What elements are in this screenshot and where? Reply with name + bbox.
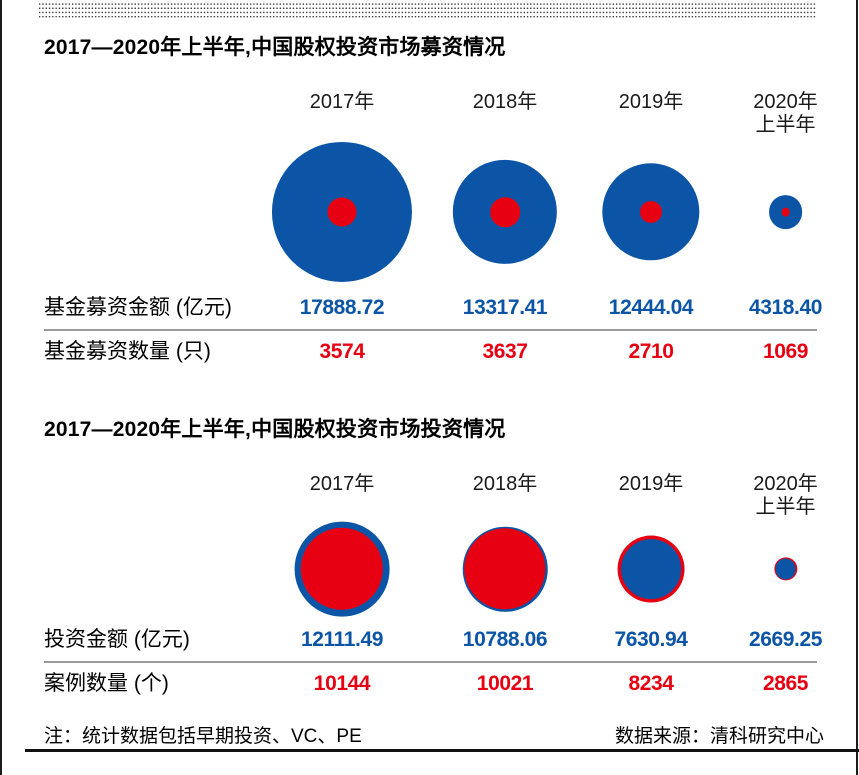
value-invest-amount-2018: 10788.06 [462, 628, 548, 651]
bubble-2018 [420, 519, 590, 619]
value-invest-amount-2019: 7630.94 [614, 628, 688, 651]
value-invest-amount-2020h1: 2669.25 [748, 628, 823, 651]
bubble-circle [640, 201, 662, 223]
value-fund-amount-2018: 13317.41 [462, 296, 548, 319]
spacer [44, 137, 264, 287]
spacer [44, 519, 264, 619]
bubble-circle [300, 527, 384, 611]
bubble-2019 [590, 137, 712, 287]
investment-chart: 2017年 2018年 2019年 2020年 上半年 投资金额 (亿元) 12… [44, 473, 859, 705]
value-fund-count-2018: 3637 [482, 340, 528, 363]
bubble-circle [327, 197, 357, 227]
row-label-fund-count: 基金募资数量 (只) [44, 340, 211, 363]
row-divider-line [44, 329, 817, 331]
dotted-divider-band [38, 2, 816, 19]
fundraising-chart: 2017年 2018年 2019年 2020年 上半年 基金募资金额 (亿元) … [44, 91, 859, 373]
bubble-2018 [420, 137, 590, 287]
bubble-2017 [264, 137, 420, 287]
value-case-count-2017: 10144 [313, 672, 371, 695]
bubble-circle [775, 558, 796, 580]
year-label-2020h1: 2020年 上半年 [753, 473, 818, 518]
row-label-fund-amount: 基金募资金额 (亿元) [44, 296, 232, 319]
row-label-invest-amount: 投资金额 (亿元) [44, 628, 190, 651]
right-border-line [856, 0, 858, 775]
bubble-2020h1 [712, 137, 859, 287]
left-border-line [0, 0, 2, 775]
footer: 注：统计数据包括早期投资、VC、PE 数据来源：清科研究中心 [44, 727, 824, 747]
year-label-2017: 2017年 [309, 91, 375, 113]
row-divider-line [44, 661, 817, 663]
value-invest-amount-2017: 12111.49 [300, 628, 384, 651]
spacer [44, 91, 264, 137]
year-label-2020h1: 2020年 上半年 [753, 91, 818, 136]
section-title-investment: 2017—2020年上半年,中国股权投资市场投资情况 [44, 418, 506, 441]
year-label-2018: 2018年 [472, 473, 538, 495]
value-case-count-2018: 10021 [476, 672, 534, 695]
footer-source: 数据来源：清科研究中心 [614, 726, 824, 747]
value-case-count-2019: 8234 [628, 672, 674, 695]
bubble-circle [781, 207, 790, 217]
year-label-2019: 2019年 [618, 473, 684, 495]
bubble-2019 [590, 519, 712, 619]
row-label-case-count: 案例数量 (个) [44, 672, 169, 695]
bubble-circle [490, 197, 520, 227]
year-label-2018: 2018年 [472, 91, 538, 113]
footer-note: 注：统计数据包括早期投资、VC、PE [44, 726, 362, 747]
value-fund-amount-2019: 12444.04 [608, 296, 694, 319]
year-label-2019: 2019年 [618, 91, 684, 113]
value-fund-amount-2020h1: 4318.40 [748, 296, 823, 319]
value-fund-count-2017: 3574 [319, 340, 365, 363]
bubble-2017 [264, 519, 420, 619]
section-title-fundraising: 2017—2020年上半年,中国股权投资市场募资情况 [44, 36, 506, 59]
value-fund-amount-2017: 17888.72 [299, 296, 385, 319]
bubble-circle [621, 539, 681, 599]
spacer [44, 473, 264, 519]
year-label-2017: 2017年 [309, 473, 375, 495]
value-fund-count-2019: 2710 [628, 340, 674, 363]
value-fund-count-2020h1: 1069 [762, 340, 809, 363]
bubble-2020h1 [712, 519, 859, 619]
bubble-circle [464, 528, 546, 610]
value-case-count-2020h1: 2865 [762, 672, 809, 695]
bottom-border-line [25, 749, 859, 752]
